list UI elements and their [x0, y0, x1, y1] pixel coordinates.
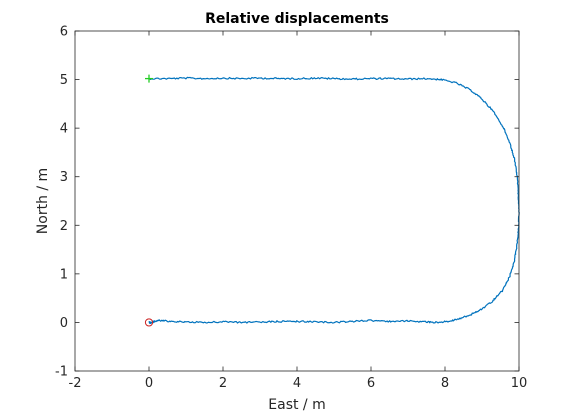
x-tick-label: 2 [219, 376, 227, 391]
y-tick-label: 2 [60, 219, 68, 234]
y-tick-label: 4 [60, 122, 68, 137]
y-tick-label: 5 [60, 73, 68, 88]
x-tick-label: 10 [511, 376, 528, 391]
y-tick-label: 1 [60, 267, 68, 282]
end-marker [144, 318, 154, 327]
x-axis-label: East / m [268, 397, 325, 413]
x-tick-label: -2 [69, 376, 82, 391]
start-marker [145, 74, 153, 83]
data-layer [144, 74, 520, 327]
y-tick-label: 3 [60, 170, 68, 185]
y-tick-label: 0 [60, 316, 68, 331]
x-tick-label: 0 [145, 376, 153, 391]
x-tick-label: 4 [293, 376, 301, 391]
chart-title: Relative displacements [205, 11, 389, 27]
plot-area [75, 31, 519, 371]
x-tick-label: 6 [367, 376, 375, 391]
y-axis-label: North / m [35, 168, 51, 234]
y-tick-label: 6 [60, 25, 68, 40]
y-tick-label: -1 [55, 365, 68, 380]
trajectory-line-0 [148, 76, 520, 325]
x-tick-label: 8 [441, 376, 449, 391]
axes-layer: -2 0 2 4 6 8 10 -1 0 1 2 3 4 5 6 [55, 25, 527, 392]
